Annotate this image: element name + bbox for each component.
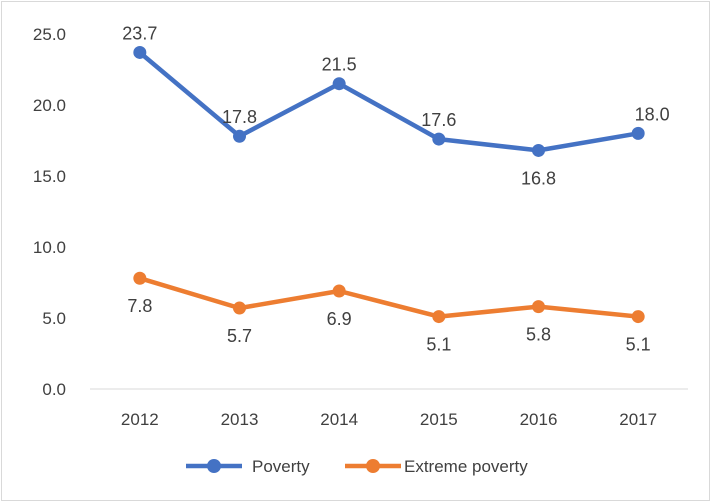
x-tick-label: 2017 [619,410,657,429]
y-tick-label: 15.0 [33,167,66,186]
series-line-poverty [137,50,641,153]
y-tick-label: 25.0 [33,25,66,44]
y-tick-label: 10.0 [33,238,66,257]
data-point [233,129,246,143]
x-tick-label: 2015 [420,410,458,429]
y-tick-label: 5.0 [42,309,66,328]
x-tick-label: 2016 [520,410,558,429]
y-tick-label: 0.0 [42,380,66,399]
data-label: 18.0 [635,104,670,124]
legend-label: Poverty [252,457,310,476]
data-point [233,301,246,315]
data-point [532,300,545,314]
data-point [532,143,545,157]
data-label: 7.8 [127,296,152,316]
legend-label: Extreme poverty [404,457,528,476]
data-label: 5.8 [526,325,551,345]
data-point [631,126,645,140]
data-label: 5.1 [426,335,451,355]
data-label: 21.5 [322,55,357,75]
data-point [133,271,147,285]
data-label: 16.8 [521,168,556,188]
data-point [332,77,346,91]
x-tick-label: 2014 [320,410,358,429]
x-tick-label: 2012 [121,410,159,429]
data-point [631,310,645,324]
data-label: 23.7 [122,23,157,43]
data-label: 5.7 [227,326,252,346]
legend-marker [366,459,380,473]
y-tick-label: 20.0 [33,96,66,115]
series-line-extreme-poverty [137,275,641,319]
data-label: 17.6 [421,110,456,130]
data-label: 6.9 [327,309,352,329]
data-label: 17.8 [222,107,257,127]
x-tick-label: 2013 [221,410,259,429]
data-point [133,45,147,59]
data-label: 5.1 [626,335,651,355]
data-point [432,132,446,146]
legend-marker [207,459,221,473]
data-point [332,284,346,298]
data-point [432,310,446,324]
